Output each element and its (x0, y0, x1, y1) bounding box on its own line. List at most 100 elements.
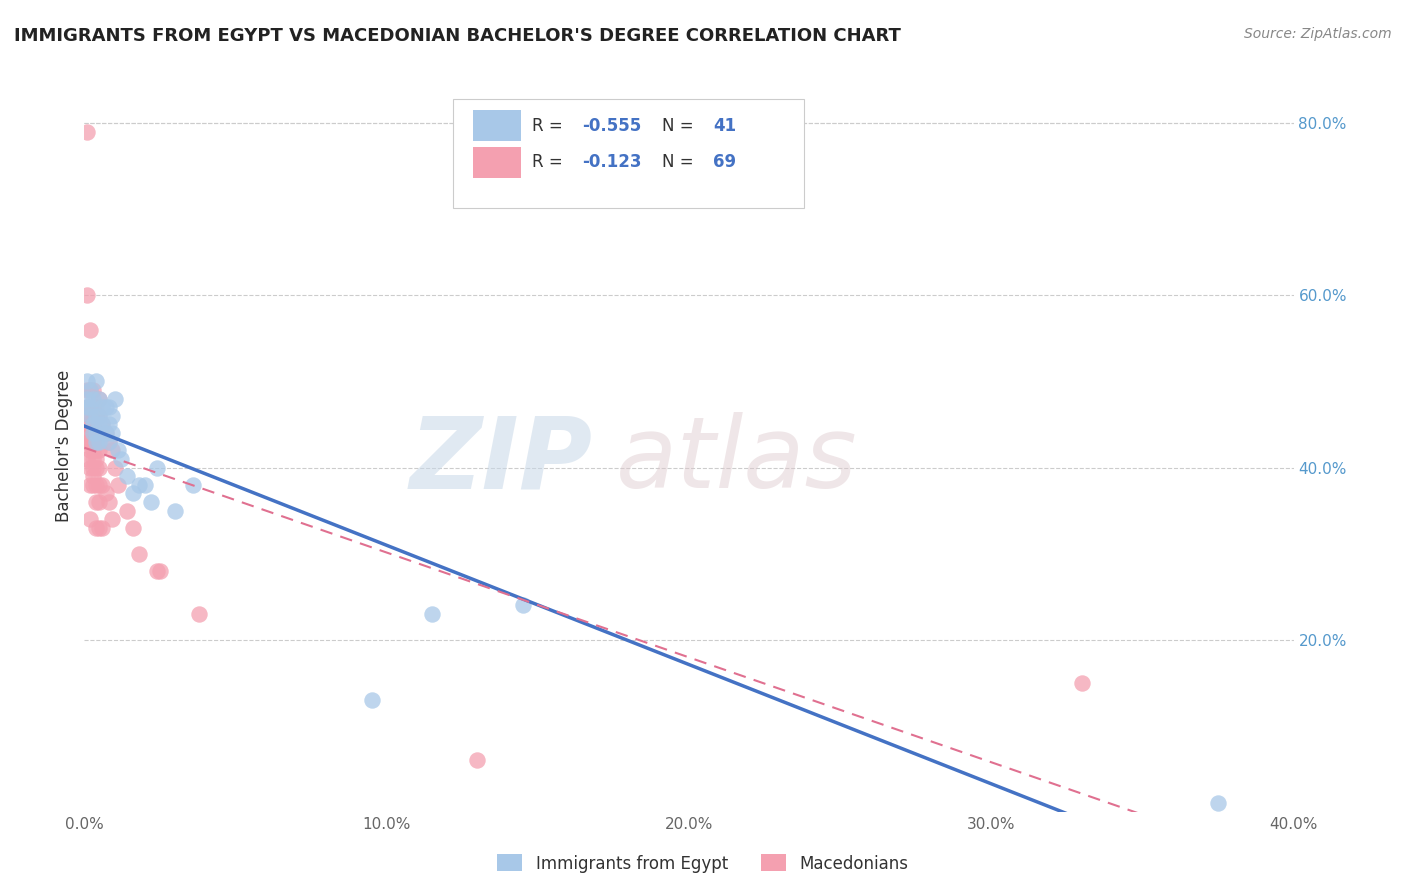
Point (76, 383, 98, 397)
FancyBboxPatch shape (472, 147, 520, 178)
Text: 41: 41 (713, 117, 737, 135)
Point (107, 443, 129, 458)
Point (134, 477, 156, 491)
Point (110, 451, 132, 466)
Point (360, 693, 382, 707)
Point (76, 401, 98, 415)
Point (91, 477, 114, 491)
Point (79, 323, 101, 337)
Point (94, 426, 117, 441)
Point (89, 392, 111, 406)
Point (89, 409, 111, 423)
Text: -0.123: -0.123 (582, 153, 643, 171)
Point (91, 417, 114, 432)
Point (86, 477, 108, 491)
Point (86, 426, 108, 441)
Point (115, 503, 138, 517)
Point (97, 434, 120, 449)
FancyBboxPatch shape (453, 99, 804, 209)
Point (86, 409, 108, 423)
Point (89, 392, 111, 406)
Point (82, 426, 104, 441)
Point (79, 434, 101, 449)
Point (76, 125, 98, 139)
Point (76, 451, 98, 466)
Point (97, 401, 120, 415)
Text: R =: R = (531, 153, 568, 171)
Point (121, 486, 143, 500)
Point (89, 409, 111, 423)
Point (79, 409, 101, 423)
Point (79, 426, 101, 441)
Text: ZIP: ZIP (409, 412, 592, 509)
Point (89, 417, 111, 432)
Point (89, 460, 111, 475)
Point (79, 401, 101, 415)
Point (76, 401, 98, 415)
Point (82, 417, 104, 432)
Text: N =: N = (662, 153, 699, 171)
Point (82, 434, 104, 449)
Point (512, 598, 534, 612)
Point (139, 495, 162, 509)
Point (79, 443, 101, 458)
Point (86, 409, 108, 423)
Point (79, 434, 101, 449)
Point (100, 512, 122, 526)
Point (97, 495, 120, 509)
Point (79, 401, 101, 415)
Text: IMMIGRANTS FROM EGYPT VS MACEDONIAN BACHELOR'S DEGREE CORRELATION CHART: IMMIGRANTS FROM EGYPT VS MACEDONIAN BACH… (14, 27, 901, 45)
Point (76, 288, 98, 302)
Point (104, 392, 127, 406)
Y-axis label: Bachelor's Degree: Bachelor's Degree (55, 370, 73, 522)
Point (76, 434, 98, 449)
Point (100, 443, 122, 458)
Point (76, 409, 98, 423)
Point (76, 426, 98, 441)
Point (94, 426, 117, 441)
Point (79, 512, 101, 526)
Point (1071, 675, 1094, 690)
Point (89, 434, 111, 449)
Point (91, 521, 114, 535)
Point (420, 607, 443, 621)
Point (89, 495, 111, 509)
Point (86, 451, 108, 466)
Point (86, 434, 108, 449)
Point (97, 417, 120, 432)
Point (79, 409, 101, 423)
Point (82, 443, 104, 458)
Point (149, 564, 172, 578)
Point (82, 477, 104, 491)
Point (146, 460, 169, 475)
Point (121, 521, 143, 535)
Point (79, 383, 101, 397)
Point (82, 383, 104, 397)
Point (107, 477, 129, 491)
Legend: Immigrants from Egypt, Macedonians: Immigrants from Egypt, Macedonians (491, 847, 915, 880)
Point (91, 401, 114, 415)
Point (86, 521, 108, 535)
Point (89, 426, 111, 441)
Point (165, 503, 187, 517)
Text: -0.555: -0.555 (582, 117, 641, 135)
Point (86, 426, 108, 441)
Point (79, 460, 101, 475)
FancyBboxPatch shape (472, 111, 520, 141)
Point (86, 460, 108, 475)
Text: Source: ZipAtlas.com: Source: ZipAtlas.com (1244, 27, 1392, 41)
Text: atlas: atlas (616, 412, 858, 509)
Point (128, 477, 150, 491)
Point (76, 417, 98, 432)
Point (82, 417, 104, 432)
Point (79, 477, 101, 491)
Point (128, 547, 150, 561)
Point (86, 375, 108, 389)
Point (91, 417, 114, 432)
Point (181, 477, 204, 491)
Text: N =: N = (662, 117, 699, 135)
Text: R =: R = (531, 117, 568, 135)
Point (115, 469, 138, 483)
Point (97, 434, 120, 449)
Point (100, 426, 122, 441)
